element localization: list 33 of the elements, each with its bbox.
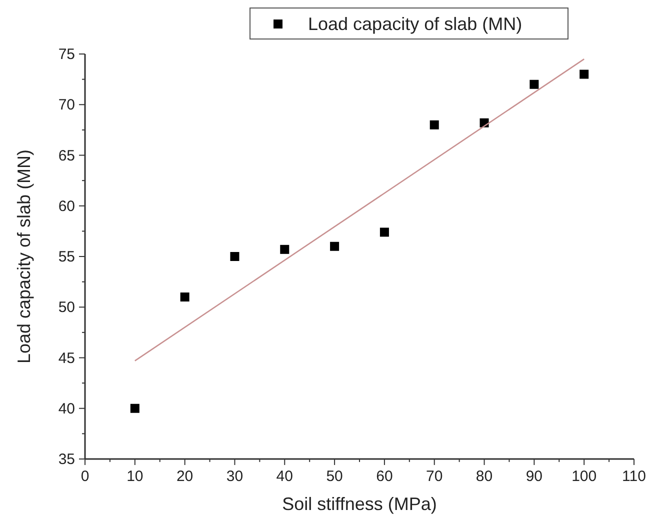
x-tick-label: 70: [426, 468, 443, 485]
x-tick-label: 60: [376, 468, 393, 485]
x-tick-label: 10: [126, 468, 144, 485]
x-tick-label: 0: [80, 468, 90, 485]
y-axis-title: Load capacity of slab (MN): [14, 149, 34, 364]
x-tick-label: 20: [176, 468, 194, 485]
y-tick-label: 35: [58, 451, 75, 468]
y-tick-label: 40: [58, 400, 75, 418]
y-tick-label: 65: [58, 147, 75, 164]
point: [230, 252, 240, 261]
y-tick-label: 45: [58, 350, 75, 367]
point: [130, 404, 140, 413]
x-tick-label: 40: [276, 468, 293, 485]
x-tick-label: 110: [622, 468, 646, 485]
point: [280, 244, 290, 254]
point: [330, 242, 340, 251]
x-tick-label: 90: [526, 468, 543, 485]
point: [380, 228, 389, 237]
y-tick-label: 55: [58, 248, 75, 266]
y-tick-label: 60: [58, 198, 75, 215]
point: [180, 292, 190, 302]
point: [430, 120, 439, 130]
x-tick-label: 30: [226, 468, 244, 485]
x-tick-label: 50: [326, 468, 343, 485]
point: [580, 70, 589, 79]
x-tick-label: 100: [572, 468, 597, 485]
legend-label: Load capacity of slab (MN): [308, 14, 522, 34]
point: [530, 80, 539, 89]
x-axis-title: Soil stiffness (MPa): [282, 494, 437, 514]
y-tick-label: 70: [58, 96, 75, 114]
x-tick-label: 80: [476, 468, 493, 485]
y-tick-label: 50: [58, 299, 75, 316]
y-tick-label: 75: [58, 46, 75, 63]
